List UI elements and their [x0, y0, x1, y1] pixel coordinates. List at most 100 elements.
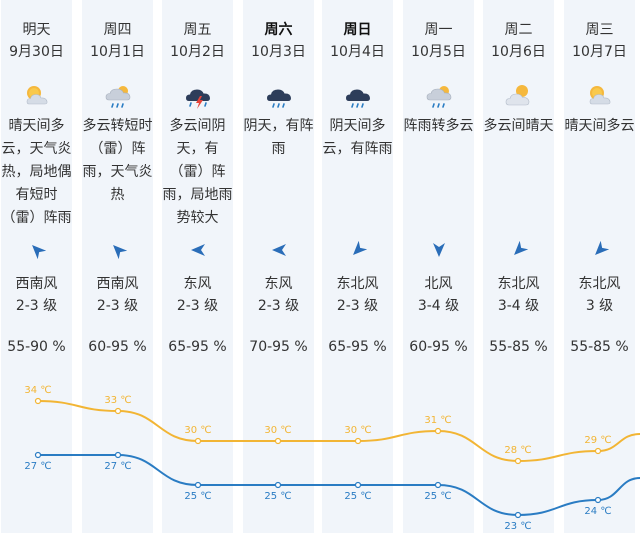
low-temperature-label: 25 ℃ — [344, 491, 371, 502]
low-temperature-point — [434, 481, 442, 489]
humidity-label: 60-95 % — [88, 339, 147, 355]
day-column: 周六 10月3日 阴天，有阵雨东风 2-3 级 70-95 % — [243, 0, 314, 533]
weather-description-line: 阵雨转多云 — [403, 118, 474, 134]
weather-description: 多云转短时 （雷）阵 雨，天气炎热 — [78, 115, 157, 207]
weather-description-line: 热，局地偶 — [1, 164, 72, 180]
date-label: 10月2日 — [170, 44, 225, 60]
high-temperature-line — [37, 400, 640, 463]
cloudy-shower-icon — [104, 82, 132, 110]
low-temperature-point — [194, 481, 202, 489]
wind-north-arrow-icon — [430, 241, 448, 259]
humidity-label: 55-90 % — [7, 339, 66, 355]
high-temperature-point — [114, 407, 122, 415]
wind-southwest-arrow-icon — [109, 241, 128, 260]
high-temperature-point — [34, 397, 42, 405]
weekday-label: 周一 — [424, 22, 453, 38]
weather-description-line: 阴天间多 — [329, 118, 386, 134]
high-temperature-label: 30 ℃ — [264, 425, 291, 436]
high-temperature-label: 28 ℃ — [504, 445, 531, 456]
wind-northeast-arrow-icon — [349, 240, 368, 259]
weather-description-line: （雷）阵雨 — [1, 210, 72, 226]
weather-description: 晴天间多云，天气炎热，局地偶有短时 （雷）阵雨 — [0, 115, 76, 230]
day-column: 周三 10月7日 晴天间多云 东北风 3 级 55-85 % — [564, 0, 635, 533]
low-temperature-label: 27 ℃ — [104, 461, 131, 472]
weekday-label: 周六 — [264, 22, 293, 38]
wind-level-label: 2-3 级 — [15, 298, 58, 314]
high-temperature-label: 33 ℃ — [104, 395, 131, 406]
high-temperature-label: 30 ℃ — [184, 425, 211, 436]
shower-icon — [265, 82, 293, 110]
date-label: 10月4日 — [330, 44, 385, 60]
weekday-label: 周日 — [343, 22, 372, 38]
high-temperature-point — [354, 437, 362, 445]
high-temperature-point — [594, 447, 602, 455]
high-temperature-label: 29 ℃ — [584, 435, 611, 446]
weather-description: 阵雨转多云 — [399, 115, 478, 138]
weather-description-line: 雨 — [271, 141, 286, 157]
weather-description-line: 云，有阵雨 — [322, 141, 393, 157]
wind-direction-label: 西南风 — [15, 276, 58, 292]
high-temperature-point — [194, 437, 202, 445]
weather-description-line: 有短时 — [15, 187, 58, 203]
wind-direction-label: 西南风 — [96, 276, 139, 292]
low-temperature-point — [354, 481, 362, 489]
high-temperature-point — [434, 427, 442, 435]
weather-description: 阴天，有阵雨 — [239, 115, 318, 161]
low-temperature-label: 24 ℃ — [584, 506, 611, 517]
wind-northeast-arrow-icon — [591, 240, 610, 259]
wind-level-label: 3-4 级 — [417, 298, 460, 314]
day-column: 周二 10月6日 多云间晴天 东北风 3-4 级 55-85 % — [483, 0, 554, 533]
weather-description-line: 雨，天气炎 — [82, 164, 153, 180]
weekday-label: 周四 — [103, 22, 132, 38]
wind-east-arrow-icon — [270, 241, 288, 259]
date-label: 10月6日 — [491, 44, 546, 60]
day-column: 周五 10月2日 多云间阴 天，有 （雷）阵 雨，局地雨 势较大 东风 2-3 级 65-95 % — [162, 0, 233, 533]
sunny-cloudy-icon — [586, 82, 614, 110]
low-temperature-point — [594, 496, 602, 504]
weekday-label: 周二 — [504, 22, 533, 38]
wind-direction-label: 东风 — [183, 276, 212, 292]
high-temperature-label: 34 ℃ — [24, 385, 51, 396]
weekday-label: 周三 — [585, 22, 614, 38]
humidity-label: 70-95 % — [249, 339, 308, 355]
wind-level-label: 2-3 级 — [96, 298, 139, 314]
weather-description-line: 云，天气炎 — [1, 141, 72, 157]
high-temperature-label: 31 ℃ — [424, 415, 451, 426]
wind-level-label: 3 级 — [585, 298, 614, 314]
day-column: 明天 9月30日 晴天间多 云，天气炎 热，局地偶 有短时 （雷）阵雨 西南风 2-3 级 55-… — [1, 0, 72, 533]
high-temperature-label: 30 ℃ — [344, 425, 371, 436]
weather-description: 晴天间多云 — [560, 115, 639, 138]
weekday-label: 周五 — [183, 22, 212, 38]
sunny-cloudy-icon — [23, 82, 51, 110]
high-temperature-point — [514, 457, 522, 465]
low-temperature-label: 23 ℃ — [504, 521, 531, 532]
weather-description: 多云间阴 天，有 （雷）阵 雨，局地雨 势较大 — [158, 115, 237, 230]
low-temperature-label: 25 ℃ — [184, 491, 211, 502]
weather-description-line: 势较大 — [176, 210, 219, 226]
wind-direction-label: 东北风 — [336, 276, 379, 292]
weather-description-line: 晴天间多 — [8, 118, 65, 134]
weather-description-line: 天，有 — [176, 141, 219, 157]
humidity-label: 60-95 % — [409, 339, 468, 355]
low-temperature-point — [514, 511, 522, 519]
wind-east-arrow-icon — [189, 241, 207, 259]
wind-level-label: 2-3 级 — [257, 298, 300, 314]
weather-description-line: 多云转短时 — [82, 118, 153, 134]
weather-description-line: 热 — [110, 187, 125, 203]
wind-direction-label: 东北风 — [497, 276, 540, 292]
humidity-label: 55-85 % — [570, 339, 629, 355]
wind-southwest-arrow-icon — [28, 241, 47, 260]
date-label: 10月3日 — [251, 44, 306, 60]
low-temperature-label: 27 ℃ — [24, 461, 51, 472]
weekday-label: 明天 — [22, 22, 51, 38]
weather-description-line: 多云间阴 — [169, 118, 226, 134]
thunderstorm-icon — [184, 82, 212, 110]
weather-description-line: （雷）阵 — [169, 164, 226, 180]
cloudy-sunny-icon — [505, 82, 533, 110]
day-column: 周日 10月4日 阴天间多 云，有阵雨 东北风 2-3 级 65-95 % — [322, 0, 393, 533]
weather-description-line: 晴天间多云 — [564, 118, 635, 134]
low-temperature-point — [274, 481, 282, 489]
date-label: 10月5日 — [411, 44, 466, 60]
high-temperature-point — [274, 437, 282, 445]
